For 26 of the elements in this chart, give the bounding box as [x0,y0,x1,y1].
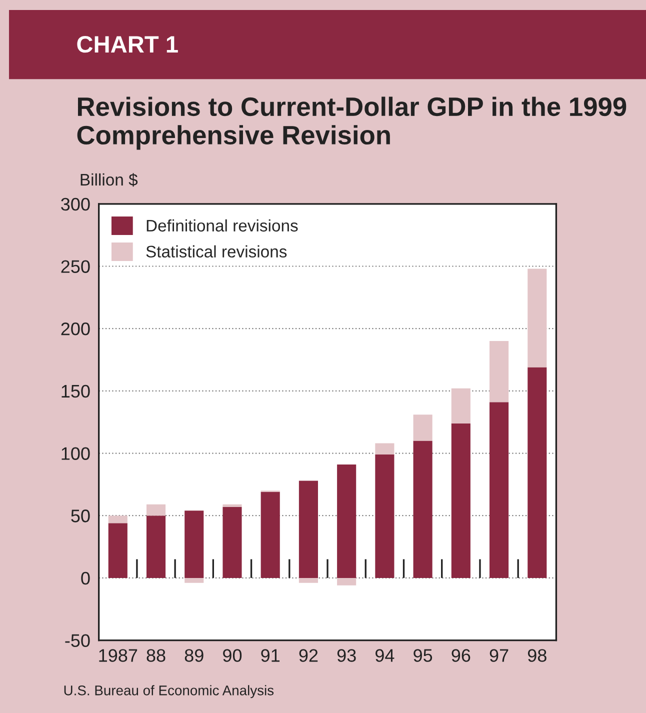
y-tick-label: 200 [61,322,90,336]
x-tick-label: 93 [337,649,356,662]
x-tick-label: 90 [223,649,242,662]
y-axis-title: Billion $ [80,173,138,187]
x-tick-label: 91 [261,649,280,662]
y-tick-label: -50 [65,634,90,647]
x-tick-label: 94 [376,649,394,662]
y-tick-label: 300 [61,198,90,211]
chart-title: Revisions to Current-Dollar GDP in the 1999 Comprehensive Revision [77,96,626,150]
x-tick-label: 89 [184,649,204,662]
y-tick-label: 100 [62,447,90,460]
y-tick-label: 250 [61,260,90,273]
x-tick-label: 95 [414,649,432,662]
legend-label: Definitional revisions [146,219,298,232]
caption: CHART 1 [77,36,178,53]
x-tick-label: 96 [452,649,470,662]
text: U.S. Bureau of Economic Analysis [64,685,274,698]
x-tick-label: 1987 [99,649,138,662]
x-tick-label: 98 [528,649,546,662]
y-tick-label: 150 [62,384,90,398]
x-tick-label: 97 [490,649,508,662]
y-tick-label: 0 [81,572,90,585]
x-tick-label: 92 [299,649,318,662]
legend-label: Statistical revisions [146,245,287,258]
x-tick-label: 88 [146,649,166,662]
y-tick-label: 50 [71,510,90,522]
